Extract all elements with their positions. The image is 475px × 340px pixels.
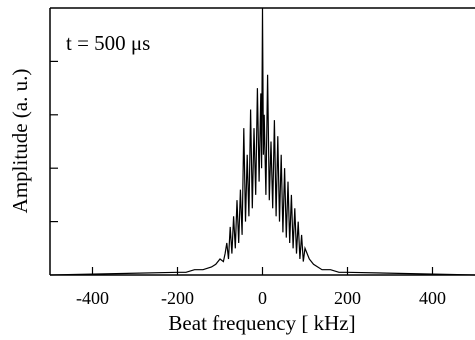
annotation-text: t = 500 μs [66, 31, 150, 55]
x-tick-label: -200 [161, 288, 194, 308]
x-axis-title: Beat frequency [ kHz] [168, 311, 355, 335]
y-axis-title: Amplitude (a. u.) [8, 69, 32, 214]
x-tick-label: 400 [419, 288, 446, 308]
x-tick-label: -400 [76, 288, 109, 308]
x-ticks [91, 267, 434, 275]
x-tick-label: 0 [258, 288, 267, 308]
x-tick-label: 200 [334, 288, 361, 308]
x-tick-labels: -400 -200 0 200 400 [76, 288, 446, 308]
y-ticks [50, 60, 58, 223]
spectrum-line [49, 7, 475, 276]
